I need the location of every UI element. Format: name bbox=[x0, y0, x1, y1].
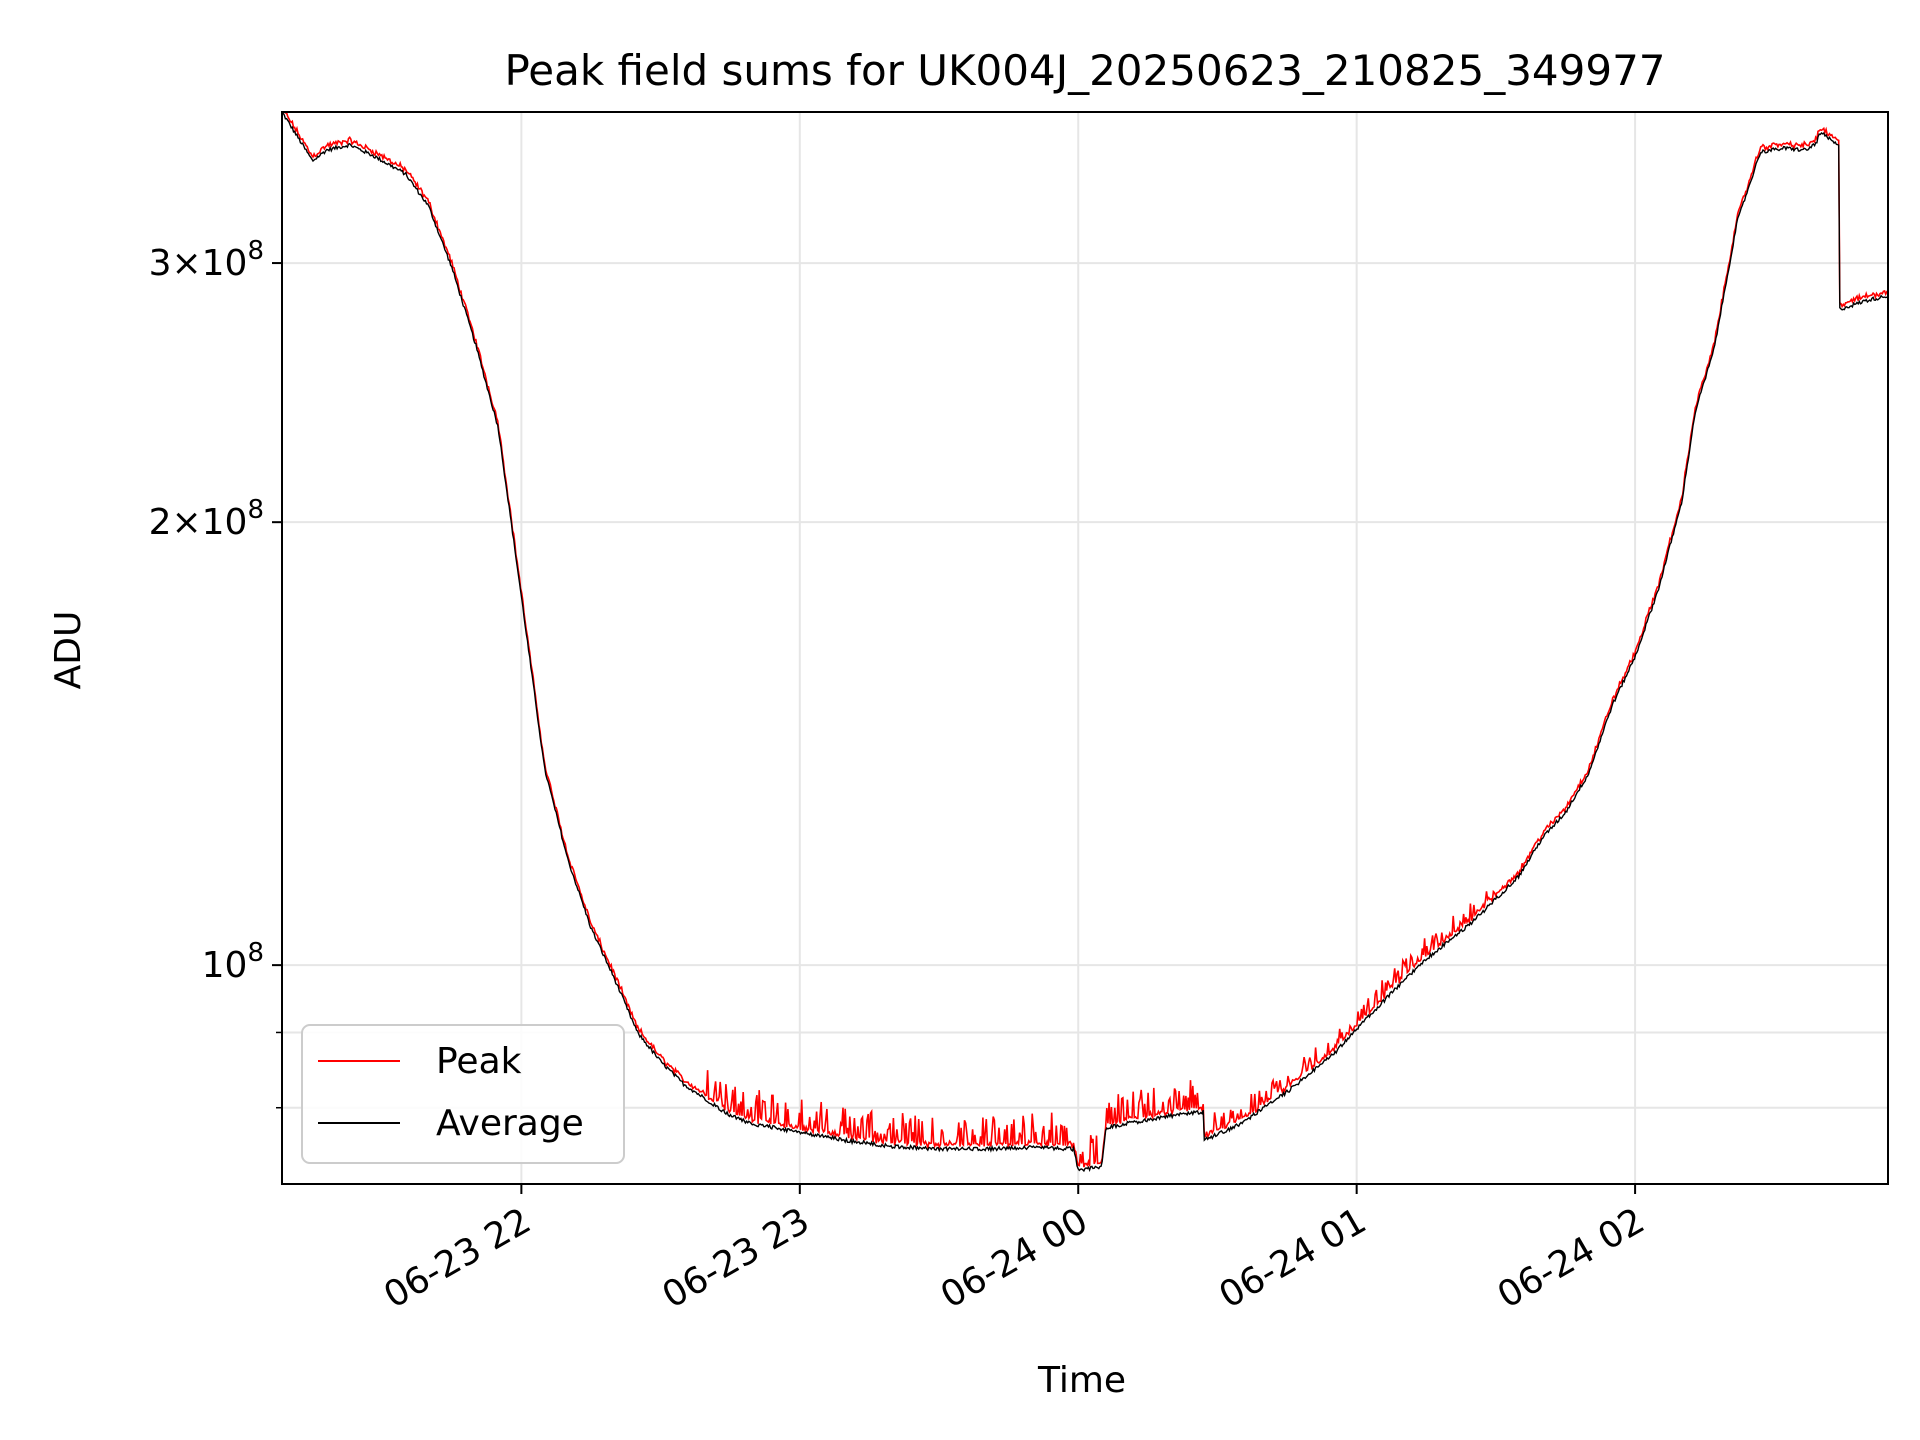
plot-area bbox=[282, 112, 1888, 1173]
series-line-peak bbox=[284, 112, 1888, 1168]
y-tick-label: 3×108 bbox=[149, 236, 264, 284]
y-tick-label: 108 bbox=[202, 938, 264, 986]
axes-frame bbox=[281, 111, 1889, 1185]
x-axis-label: Time bbox=[1037, 1360, 1126, 1401]
chart-title: Peak field sums for UK004J_20250623_2108… bbox=[504, 46, 1665, 95]
y-tick-label: 2×108 bbox=[149, 495, 264, 543]
legend-box bbox=[301, 1024, 625, 1164]
legend-label-peak: Peak bbox=[436, 1041, 522, 1082]
y-axis-ticks: 108 2×108 3×108 bbox=[149, 236, 282, 1109]
y-axis-label: ADU bbox=[48, 611, 89, 690]
legend: Peak Average bbox=[301, 1024, 625, 1164]
series-line-average bbox=[282, 112, 1888, 1173]
legend-label-average: Average bbox=[436, 1103, 584, 1144]
